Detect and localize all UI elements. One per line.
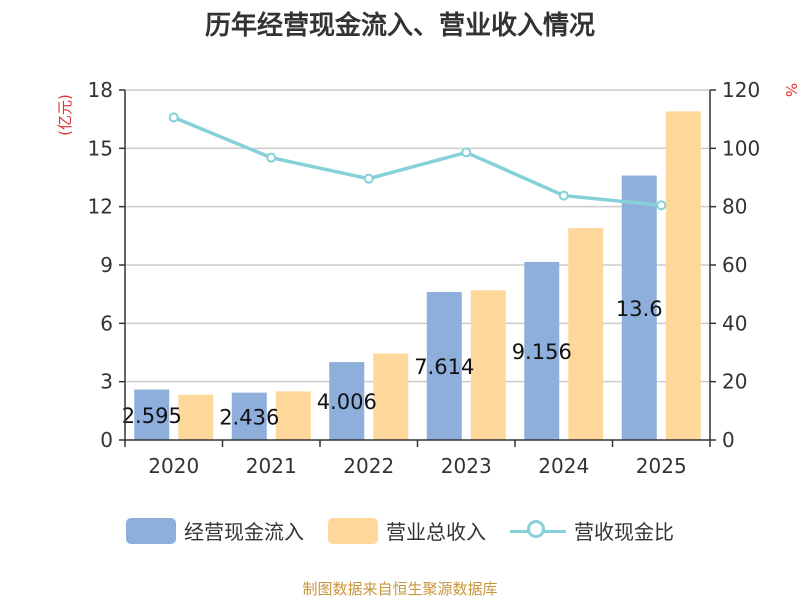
- x-tick-label: 2022: [343, 454, 394, 478]
- source-note: 制图数据来自恒生聚源数据库: [302, 580, 498, 598]
- left-tick-label: 0: [100, 428, 113, 452]
- legend-item-revenue[interactable]: 营业总收入: [328, 516, 486, 545]
- bar-revenue: [665, 111, 701, 440]
- left-tick-label: 18: [88, 78, 113, 102]
- ratio-point: [168, 112, 179, 123]
- data-label-cash-inflow: 7.614: [414, 355, 474, 379]
- bar-revenue: [275, 391, 311, 440]
- bar-revenue: [178, 394, 214, 440]
- left-tick-label: 12: [88, 195, 113, 219]
- grid-lines: [125, 89, 710, 383]
- bar-cash-inflow: [329, 362, 365, 440]
- left-tick-label: 15: [88, 136, 113, 160]
- bar-cash-inflow: [134, 389, 170, 440]
- legend-item-cash-inflow[interactable]: 经营现金流入: [126, 516, 304, 545]
- legend-item-ratio[interactable]: 营收现金比: [510, 516, 674, 545]
- bar-cash-inflow: [426, 291, 462, 440]
- right-axis-unit: %: [782, 83, 800, 97]
- legend-swatch-ratio: [510, 518, 566, 544]
- x-tick-label: 2023: [441, 454, 492, 478]
- line-series: [168, 112, 667, 211]
- right-tick-label: 0: [722, 428, 735, 452]
- data-label-cash-inflow: 9.156: [512, 340, 572, 364]
- right-tick-label: 20: [722, 370, 747, 394]
- legend-label-cash-inflow: 经营现金流入: [184, 520, 304, 544]
- right-tick-label: 120: [722, 78, 760, 102]
- bar-cash-inflow: [524, 261, 560, 440]
- data-label-cash-inflow: 4.006: [317, 390, 377, 414]
- left-tick-label: 6: [100, 311, 113, 335]
- right-tick-label: 60: [722, 253, 747, 277]
- x-tick-label: 2020: [148, 454, 199, 478]
- bar-cash-inflow: [621, 175, 657, 441]
- ratio-point: [558, 190, 569, 201]
- bar-revenue: [568, 228, 604, 440]
- bar-cash-inflow: [231, 392, 267, 440]
- left-axis-unit: (亿元): [56, 94, 74, 136]
- legend-swatch-cash-inflow: [126, 517, 176, 544]
- x-tick-label: 2025: [636, 454, 687, 478]
- x-tick-label: 2024: [538, 454, 589, 478]
- ratio-point: [363, 173, 374, 184]
- right-tick-label: 80: [722, 195, 747, 219]
- data-label-cash-inflow: 2.436: [219, 405, 279, 429]
- bar-revenue: [373, 353, 409, 440]
- data-label-cash-inflow: 13.6: [616, 297, 663, 321]
- left-tick-label: 3: [100, 370, 113, 394]
- left-tick-label: 9: [100, 253, 113, 277]
- right-tick-label: 100: [722, 136, 760, 160]
- ratio-point: [266, 152, 277, 163]
- right-tick-label: 40: [722, 311, 747, 335]
- ratio-point: [656, 200, 667, 211]
- data-labels: 2.595 2.436 4.006 7.614 9.156 13.6: [122, 297, 663, 430]
- ratio-point: [461, 147, 472, 158]
- chart-title: 历年经营现金流入、营业收入情况: [205, 10, 595, 41]
- bars-group: [134, 111, 701, 441]
- legend-label-ratio: 营收现金比: [574, 520, 674, 544]
- ratio-line: [173, 115, 662, 207]
- legend: 经营现金流入 营业总收入 营收现金比: [0, 516, 800, 545]
- bar-revenue: [470, 290, 506, 440]
- axes-group: 0 3 6 9 12 15 18 0 20 40 60 80 100 120 2020 2021 2022 202…: [56, 78, 800, 478]
- legend-swatch-revenue: [328, 517, 378, 544]
- legend-label-revenue: 营业总收入: [386, 520, 486, 544]
- x-tick-label: 2021: [246, 454, 297, 478]
- data-label-cash-inflow: 2.595: [122, 404, 182, 428]
